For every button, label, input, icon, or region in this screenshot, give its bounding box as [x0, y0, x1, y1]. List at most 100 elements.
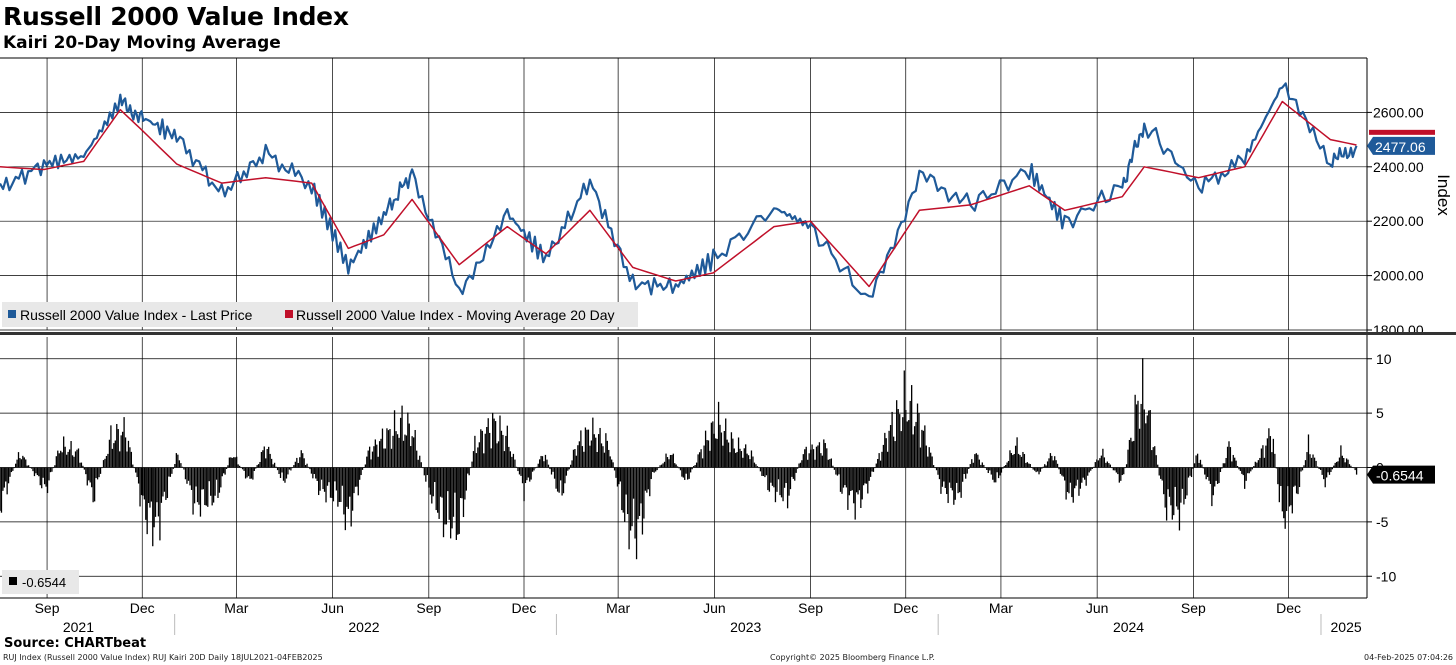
legend-swatch-moving-average [285, 310, 293, 318]
kairi-bar [195, 467, 197, 487]
kairi-bar [1167, 467, 1169, 490]
kairi-bar [471, 461, 473, 468]
kairi-bar [1158, 467, 1160, 476]
kairi-bar [341, 467, 344, 486]
kairi-bar [52, 467, 55, 469]
upper-ytick-label: 1800.00 [1373, 322, 1424, 338]
kairi-bar [73, 456, 75, 468]
kairi-bar [313, 467, 315, 475]
kairi-bar [124, 437, 127, 468]
upper-ytick-label: 2400.00 [1373, 159, 1424, 175]
kairi-bar [687, 467, 689, 480]
kairi-bar [629, 467, 632, 531]
kairi-bar [7, 467, 10, 484]
kairi-bar [903, 370, 905, 468]
kairi-bar [1205, 467, 1207, 480]
kairi-bar [854, 467, 856, 520]
kairi-bar [1120, 467, 1122, 481]
kairi-bar [615, 467, 617, 478]
kairi-bar [777, 467, 780, 480]
kairi-bar [1130, 437, 1132, 468]
kairi-bar [36, 467, 39, 476]
kairi-bar [1335, 461, 1338, 468]
legend-swatch-kairi [9, 577, 17, 585]
kairi-bar [107, 453, 109, 468]
kairi-bar [1208, 467, 1210, 481]
kairi-bar [1034, 467, 1036, 471]
kairi-bar [540, 455, 542, 468]
kairi-bar [889, 425, 892, 468]
kairi-bar [1345, 458, 1348, 468]
kairi-bar [447, 467, 449, 492]
kairi-bar [1026, 462, 1028, 468]
kairi-bar [351, 467, 354, 511]
kairi-bar [1112, 467, 1114, 471]
kairi-bar [26, 465, 28, 468]
kairi-bar [217, 467, 219, 498]
kairi-bar [1038, 467, 1040, 475]
kairi-bar [270, 458, 273, 468]
kairi-bar [671, 454, 673, 468]
kairi-bar [600, 443, 603, 468]
legend: Russell 2000 Value Index - Last Price Rus… [2, 302, 638, 594]
kairi-bar [719, 424, 721, 468]
kairi-bar [29, 467, 31, 468]
kairi-bar [224, 467, 226, 475]
kairi-bar [862, 467, 865, 486]
kairi-bar [192, 467, 194, 515]
kairi-bar [845, 467, 848, 488]
kairi-bar [543, 461, 545, 468]
kairi-bar [1219, 467, 1222, 472]
kairi-bar [299, 457, 301, 468]
kairi-bar [692, 466, 695, 468]
kairi-bar [848, 467, 850, 496]
kairi-bar [310, 467, 313, 474]
kairi-bar [225, 467, 228, 469]
kairi-bar [204, 467, 206, 506]
kairi-bar [529, 467, 531, 482]
kairi-bar [1155, 455, 1157, 468]
kairi-bar [906, 421, 908, 468]
kairi-bar [1330, 467, 1332, 472]
kairi-bar [478, 442, 480, 468]
x-month-label: Sep [798, 600, 823, 616]
kairi-bar [1078, 467, 1080, 496]
kairi-bar [126, 451, 128, 468]
kairi-bar [521, 467, 524, 484]
kairi-bar [666, 457, 669, 468]
kairi-bar [694, 465, 696, 468]
kairi-bar [1222, 463, 1224, 468]
kairi-bar [550, 467, 553, 475]
kairi-bar [764, 467, 766, 478]
kairi-bar [1103, 457, 1106, 468]
kairi-bar [282, 467, 285, 481]
kairi-bar [426, 467, 429, 476]
kairi-bar [405, 435, 408, 468]
x-month-label: Jun [1086, 600, 1109, 616]
kairi-bar [220, 467, 222, 488]
kairi-bar [1131, 441, 1133, 468]
kairi-bar [486, 427, 488, 468]
kairi-bar [679, 467, 682, 471]
kairi-bar [130, 451, 133, 468]
kairi-bar [113, 443, 115, 468]
kairi-value-tag-label: -0.6544 [1376, 468, 1424, 484]
kairi-bar [38, 467, 40, 477]
kairi-bar [1199, 459, 1202, 468]
lower-ytick-label: -5 [1376, 514, 1389, 530]
kairi-bar [932, 465, 935, 468]
kairi-bar [215, 467, 218, 480]
kairi-bar [589, 445, 591, 468]
kairi-bar [1212, 467, 1214, 496]
kairi-bar [157, 467, 160, 517]
kairi-bar [665, 453, 667, 468]
source-note: Source: CHARTbeat [4, 636, 147, 651]
kairi-bar [1297, 467, 1299, 495]
kairi-bar [304, 465, 307, 468]
kairi-bar [1143, 409, 1145, 468]
kairi-bar [452, 467, 455, 517]
price-lines [0, 82, 1358, 298]
kairi-bar [1014, 445, 1017, 468]
kairi-bar [1209, 467, 1212, 484]
kairi-bar [1168, 467, 1171, 497]
